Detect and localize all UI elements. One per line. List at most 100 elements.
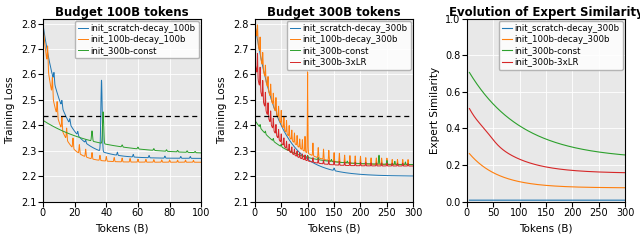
init_100b-decay_300b — [251, 22, 259, 25]
init_300b-3xLR — [537, 164, 545, 167]
init_300b-const — [377, 163, 385, 166]
Line: init_100b-decay_100b: init_100b-decay_100b — [43, 27, 202, 162]
init_300b-3xLR — [345, 164, 353, 167]
init_300b-3xLR — [352, 163, 360, 166]
init_300b-const — [259, 130, 267, 132]
init_100b-decay_300b — [369, 163, 376, 166]
init_scratch-decay_300b — [345, 172, 353, 174]
init_scratch-decay_300b — [474, 199, 481, 202]
Title: Budget 100B tokens: Budget 100B tokens — [55, 5, 189, 19]
init_300b-3xLR — [465, 107, 473, 110]
init_300b-const — [170, 150, 177, 153]
init_300b-const — [617, 153, 625, 156]
init_scratch-decay_300b — [465, 199, 473, 202]
init_300b-3xLR — [251, 61, 259, 64]
init_scratch-decay_300b — [617, 199, 625, 202]
init_300b-3xLR — [541, 165, 549, 168]
init_300b-const — [369, 163, 376, 165]
init_300b-const — [68, 133, 76, 136]
init_scratch-decay_100b — [100, 150, 108, 153]
init_300b-const — [142, 148, 150, 151]
init_300b-const — [251, 119, 259, 122]
init_300b-const — [39, 119, 47, 122]
Line: init_300b-3xLR: init_300b-3xLR — [255, 53, 413, 166]
init_100b-decay_100b — [170, 161, 177, 164]
Line: init_300b-const: init_300b-const — [43, 112, 202, 153]
init_300b-3xLR — [474, 119, 481, 122]
init_100b-decay_300b — [465, 152, 473, 155]
init_100b-decay_300b — [541, 184, 549, 187]
init_300b-const — [345, 162, 353, 164]
init_300b-const — [541, 137, 549, 140]
init_300b-const — [198, 152, 205, 154]
X-axis label: Tokens (B): Tokens (B) — [519, 223, 573, 234]
Legend: init_scratch-decay_300b, init_100b-decay_300b, init_300b-const, init_300b-3xLR: init_scratch-decay_300b, init_100b-decay… — [499, 21, 623, 70]
init_scratch-decay_100b — [68, 126, 76, 129]
init_100b-decay_300b — [259, 52, 267, 55]
Line: init_100b-decay_300b: init_100b-decay_300b — [255, 24, 413, 165]
init_300b-const — [308, 157, 316, 160]
init_scratch-decay_300b — [251, 22, 259, 25]
init_100b-decay_300b — [410, 163, 417, 166]
Legend: init_scratch-decay_100b, init_100b-decay_100b, init_300b-const: init_scratch-decay_100b, init_100b-decay… — [75, 21, 199, 59]
init_100b-decay_100b — [142, 158, 150, 161]
init_100b-decay_100b — [39, 25, 47, 28]
init_scratch-decay_100b — [142, 156, 150, 159]
init_scratch-decay_100b — [198, 157, 205, 160]
init_300b-const — [410, 163, 417, 166]
init_100b-decay_300b — [377, 163, 385, 166]
init_300b-3xLR — [377, 164, 385, 167]
init_300b-3xLR — [259, 81, 267, 84]
init_100b-decay_300b — [345, 162, 353, 164]
init_300b-const — [621, 153, 629, 156]
Line: init_scratch-decay_100b: init_scratch-decay_100b — [43, 25, 202, 158]
X-axis label: Tokens (B): Tokens (B) — [95, 223, 149, 234]
Line: init_scratch-decay_300b: init_scratch-decay_300b — [255, 24, 413, 176]
Line: init_300b-const: init_300b-const — [255, 120, 413, 165]
Line: init_100b-decay_300b: init_100b-decay_300b — [469, 154, 625, 188]
init_300b-const — [588, 150, 596, 152]
init_scratch-decay_300b — [617, 199, 625, 202]
Title: Evolution of Expert Similarity: Evolution of Expert Similarity — [449, 5, 640, 19]
init_300b-const — [474, 83, 481, 86]
Y-axis label: Training Loss: Training Loss — [218, 76, 227, 144]
init_300b-const — [134, 146, 142, 149]
init_100b-decay_100b — [157, 160, 165, 163]
init_100b-decay_100b — [68, 145, 76, 148]
init_100b-decay_300b — [621, 186, 629, 189]
X-axis label: Tokens (B): Tokens (B) — [307, 223, 361, 234]
init_300b-3xLR — [308, 160, 316, 163]
init_100b-decay_300b — [617, 186, 625, 189]
init_300b-3xLR — [617, 171, 625, 174]
init_100b-decay_300b — [588, 186, 596, 189]
init_scratch-decay_100b — [170, 157, 177, 160]
init_scratch-decay_300b — [541, 199, 549, 202]
init_100b-decay_100b — [198, 161, 205, 164]
init_300b-3xLR — [253, 52, 261, 55]
init_100b-decay_100b — [100, 159, 108, 162]
init_100b-decay_300b — [537, 184, 545, 186]
Y-axis label: Training Loss: Training Loss — [6, 76, 15, 144]
init_300b-3xLR — [588, 170, 596, 173]
init_scratch-decay_300b — [259, 65, 267, 68]
init_300b-const — [617, 153, 625, 156]
init_300b-const — [352, 162, 360, 165]
init_300b-const — [157, 150, 165, 152]
Title: Budget 300B tokens: Budget 300B tokens — [268, 5, 401, 19]
Y-axis label: Expert Similarity: Expert Similarity — [429, 66, 440, 154]
init_300b-const — [537, 136, 545, 139]
init_300b-const — [465, 71, 473, 74]
Line: init_300b-3xLR: init_300b-3xLR — [469, 109, 625, 173]
init_scratch-decay_100b — [39, 23, 47, 26]
init_100b-decay_300b — [617, 186, 625, 189]
init_100b-decay_300b — [474, 160, 481, 163]
init_scratch-decay_300b — [352, 173, 360, 175]
init_300b-const — [100, 120, 108, 123]
init_scratch-decay_300b — [410, 174, 417, 177]
init_300b-const — [99, 110, 107, 113]
init_300b-3xLR — [621, 171, 629, 174]
init_scratch-decay_300b — [369, 174, 376, 176]
init_scratch-decay_300b — [308, 161, 316, 164]
init_300b-3xLR — [617, 171, 625, 174]
init_100b-decay_300b — [308, 154, 316, 157]
